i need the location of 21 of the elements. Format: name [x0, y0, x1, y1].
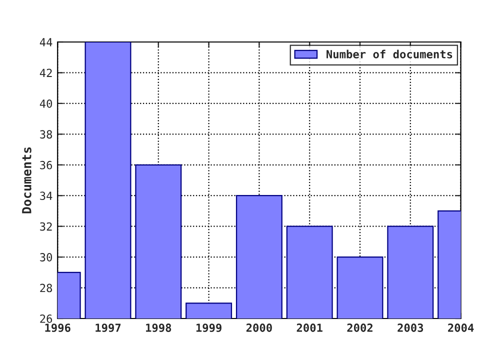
y-tick-label: 42: [40, 68, 52, 77]
y-tick-label: 28: [40, 284, 52, 292]
y-tick-label: 38: [40, 130, 52, 139]
x-tick-label: 2000: [246, 324, 272, 332]
legend-label: Number of documents: [326, 50, 452, 58]
x-tick-label: 1999: [196, 324, 222, 332]
x-tick-label: 1997: [96, 324, 121, 332]
y-tick-label: 44: [40, 38, 52, 46]
y-axis-title: Documents: [22, 147, 32, 214]
y-tick-label: 30: [40, 253, 52, 262]
y-tick-label: 40: [40, 99, 52, 108]
y-tick-label: 34: [40, 192, 52, 200]
x-tick-label: 1998: [146, 324, 172, 332]
x-tick-label: 2003: [398, 324, 424, 332]
x-tick-label: 1996: [45, 324, 70, 332]
y-tick-label: 26: [40, 314, 52, 323]
x-tick-label: 2001: [296, 324, 322, 332]
x-tick-label: 2004: [448, 324, 474, 332]
y-tick-label: 36: [40, 160, 52, 170]
y-tick-label: 32: [40, 222, 52, 231]
x-tick-label: 2002: [347, 324, 372, 332]
